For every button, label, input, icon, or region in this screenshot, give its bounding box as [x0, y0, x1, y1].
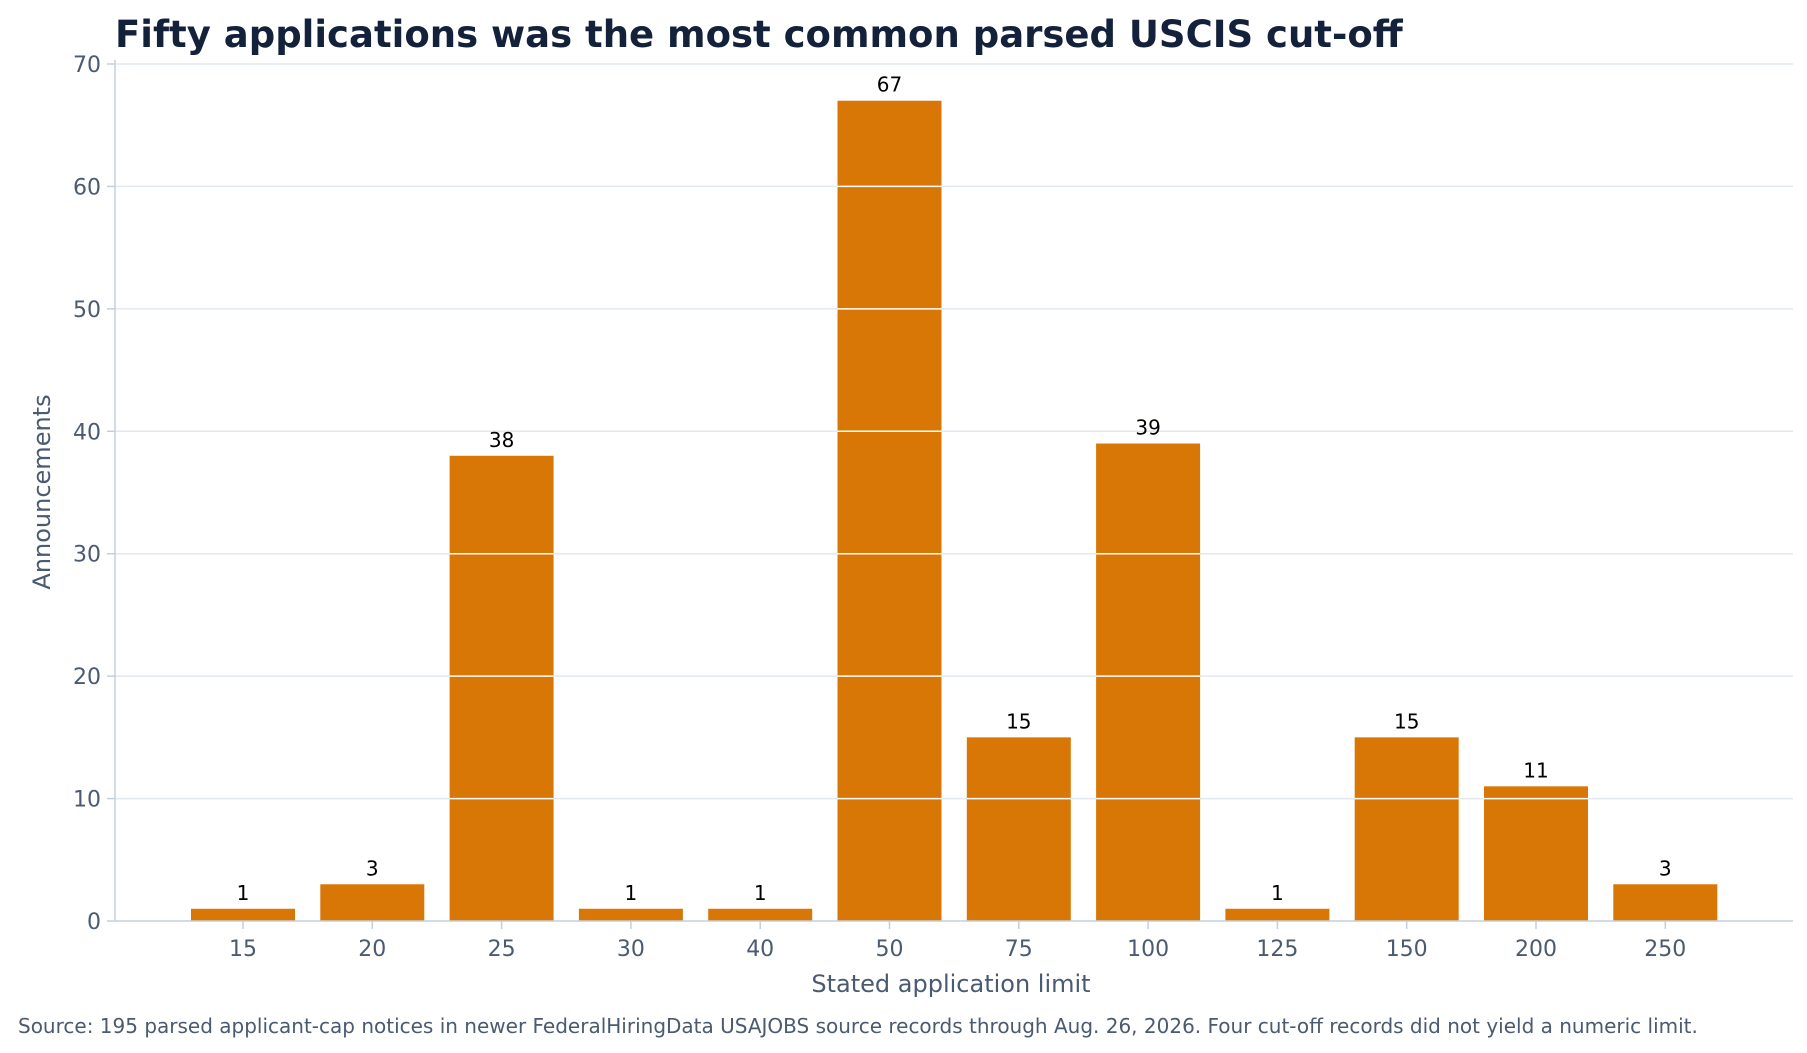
bar: [449, 455, 554, 921]
y-axis-label: Announcements: [28, 394, 56, 589]
x-tick-label: 40: [746, 937, 774, 962]
x-tick-label: 15: [229, 937, 257, 962]
y-tick-label: 70: [73, 53, 101, 78]
x-tick-label: 250: [1644, 937, 1686, 962]
bar-value-label: 1: [237, 881, 250, 905]
y-tick-label: 30: [73, 543, 101, 568]
bar-value-label: 1: [625, 881, 638, 905]
x-tick-label: 100: [1127, 937, 1169, 962]
bar: [191, 908, 295, 921]
bar-value-label: 39: [1135, 416, 1160, 440]
x-tick-label: 50: [876, 937, 904, 962]
x-axis-label: Stated application limit: [811, 970, 1090, 998]
bars: [191, 100, 1718, 921]
x-tick-label: 75: [1005, 937, 1033, 962]
bar-value-label: 1: [1271, 881, 1284, 905]
bar-value-label: 1: [754, 881, 767, 905]
x-tick-label: 30: [617, 937, 645, 962]
chart-title: Fifty applications was the most common p…: [115, 13, 1404, 56]
bar: [320, 884, 425, 921]
axes: 0 10 20 30 40 50 60 70 15 20 25 30 40 50 75 100 125 150 20…: [73, 53, 1793, 962]
y-tick-label: 50: [73, 298, 101, 323]
y-tick-label: 0: [87, 910, 101, 935]
source-note: Source: 195 parsed applicant-cap notices…: [18, 1014, 1698, 1038]
y-tick-label: 60: [73, 175, 101, 200]
x-tick-label: 150: [1386, 937, 1428, 962]
y-tick-label: 20: [73, 665, 101, 690]
x-tick-label: 125: [1256, 937, 1298, 962]
bar-value-label: 3: [1659, 856, 1672, 880]
bar: [1225, 908, 1330, 921]
bar: [708, 908, 813, 921]
bar-value-label: 67: [877, 73, 902, 97]
bar-value-label: 15: [1006, 709, 1031, 733]
gridlines: [115, 63, 1793, 800]
x-tick-label: 25: [488, 937, 516, 962]
bar-value-label: 11: [1523, 758, 1548, 782]
bar: [1096, 443, 1201, 921]
bar: [1613, 884, 1718, 921]
bar: [837, 100, 942, 921]
y-tick-label: 40: [73, 420, 101, 445]
y-tick-label: 10: [73, 788, 101, 813]
bar: [1354, 737, 1459, 921]
bar: [578, 908, 683, 921]
bar-value-label: 3: [366, 856, 379, 880]
x-tick-label: 20: [358, 937, 386, 962]
bar: [1484, 786, 1588, 921]
bar-value-label: 15: [1394, 709, 1419, 733]
bar: [966, 737, 1071, 921]
bar-value-label: 38: [489, 428, 514, 452]
x-tick-label: 200: [1515, 937, 1557, 962]
